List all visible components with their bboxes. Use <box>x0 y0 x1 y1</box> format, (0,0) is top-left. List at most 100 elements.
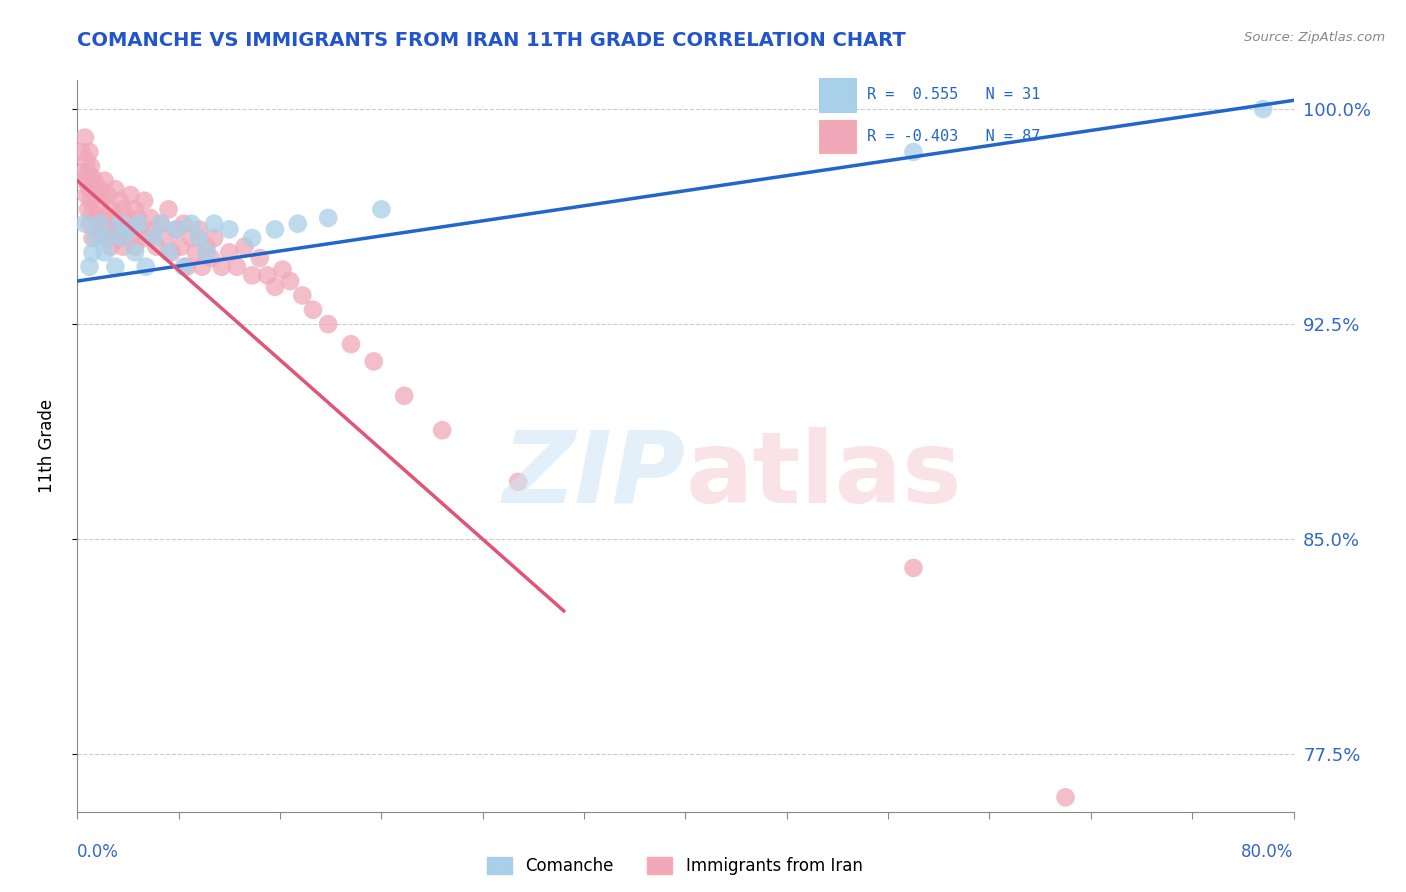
Point <box>120 231 142 245</box>
Point <box>139 211 162 225</box>
Point <box>370 202 392 217</box>
Point <box>278 274 301 288</box>
Point <box>202 217 225 231</box>
Point <box>111 240 134 254</box>
Point <box>127 211 149 225</box>
Point <box>100 240 122 254</box>
Point <box>233 240 256 254</box>
Point <box>80 159 103 173</box>
Point <box>180 217 202 231</box>
Point <box>170 240 193 254</box>
Point <box>103 211 125 225</box>
Point <box>73 130 96 145</box>
Point <box>363 354 385 368</box>
Point <box>271 262 294 277</box>
Point <box>240 231 263 245</box>
Point <box>73 217 96 231</box>
Point <box>155 231 177 245</box>
FancyBboxPatch shape <box>820 78 856 112</box>
Point <box>264 280 287 294</box>
Point <box>79 145 101 159</box>
Legend: Comanche, Immigrants from Iran: Comanche, Immigrants from Iran <box>488 856 862 875</box>
Point <box>79 260 101 274</box>
Text: ZIP: ZIP <box>502 426 686 524</box>
Point <box>84 211 107 225</box>
Point <box>89 217 111 231</box>
Text: R =  0.555   N = 31: R = 0.555 N = 31 <box>868 87 1040 102</box>
Point <box>104 182 127 196</box>
Point <box>180 231 202 245</box>
Point <box>73 174 96 188</box>
Point <box>149 217 172 231</box>
Point <box>264 222 287 236</box>
Point <box>291 288 314 302</box>
Point <box>89 182 111 196</box>
Point <box>142 231 165 245</box>
Point <box>392 389 415 403</box>
Point <box>82 231 104 245</box>
Point <box>188 222 211 236</box>
Point <box>82 205 104 219</box>
Point <box>86 188 108 202</box>
Point <box>135 231 157 245</box>
Text: atlas: atlas <box>686 426 962 524</box>
Point <box>84 177 107 191</box>
Point <box>93 211 115 225</box>
Point <box>120 188 142 202</box>
Point <box>256 268 278 283</box>
Point <box>195 245 218 260</box>
Point <box>77 165 100 179</box>
Point <box>340 337 363 351</box>
Y-axis label: 11th Grade: 11th Grade <box>38 399 56 493</box>
Point <box>79 217 101 231</box>
Point <box>173 260 195 274</box>
Point <box>120 222 142 236</box>
Point <box>195 240 218 254</box>
Point <box>117 222 139 236</box>
Point <box>108 194 131 208</box>
Point <box>127 217 149 231</box>
Point <box>173 217 195 231</box>
Point <box>82 245 104 260</box>
FancyBboxPatch shape <box>820 120 856 153</box>
Point <box>176 260 198 274</box>
Point <box>97 222 120 236</box>
Point <box>287 217 309 231</box>
Point <box>87 222 110 236</box>
Point <box>97 231 120 245</box>
Point <box>142 222 165 236</box>
Point <box>80 194 103 208</box>
Point <box>97 188 120 202</box>
Point <box>430 423 453 437</box>
Point <box>135 260 157 274</box>
Point <box>903 145 925 159</box>
Point <box>316 211 339 225</box>
Point <box>124 245 146 260</box>
Point <box>108 217 131 231</box>
Text: 0.0%: 0.0% <box>77 843 120 861</box>
Point <box>93 174 115 188</box>
Point <box>1054 790 1077 805</box>
Point <box>111 231 134 245</box>
Point <box>129 222 152 236</box>
Text: 80.0%: 80.0% <box>1241 843 1294 861</box>
Text: COMANCHE VS IMMIGRANTS FROM IRAN 11TH GRADE CORRELATION CHART: COMANCHE VS IMMIGRANTS FROM IRAN 11TH GR… <box>77 31 905 50</box>
Point <box>82 170 104 185</box>
Text: Source: ZipAtlas.com: Source: ZipAtlas.com <box>1244 31 1385 45</box>
Point <box>508 475 530 489</box>
Point <box>202 231 225 245</box>
Point <box>115 211 138 225</box>
Point <box>104 222 127 236</box>
Point <box>75 188 97 202</box>
Point <box>188 231 211 245</box>
Point <box>100 202 122 217</box>
Point <box>1251 102 1274 116</box>
Point <box>90 194 112 208</box>
Point <box>111 202 134 217</box>
Point <box>211 260 233 274</box>
Point <box>184 245 207 260</box>
Point <box>302 302 325 317</box>
Point <box>157 202 180 217</box>
Point <box>218 245 240 260</box>
Point <box>96 222 118 236</box>
